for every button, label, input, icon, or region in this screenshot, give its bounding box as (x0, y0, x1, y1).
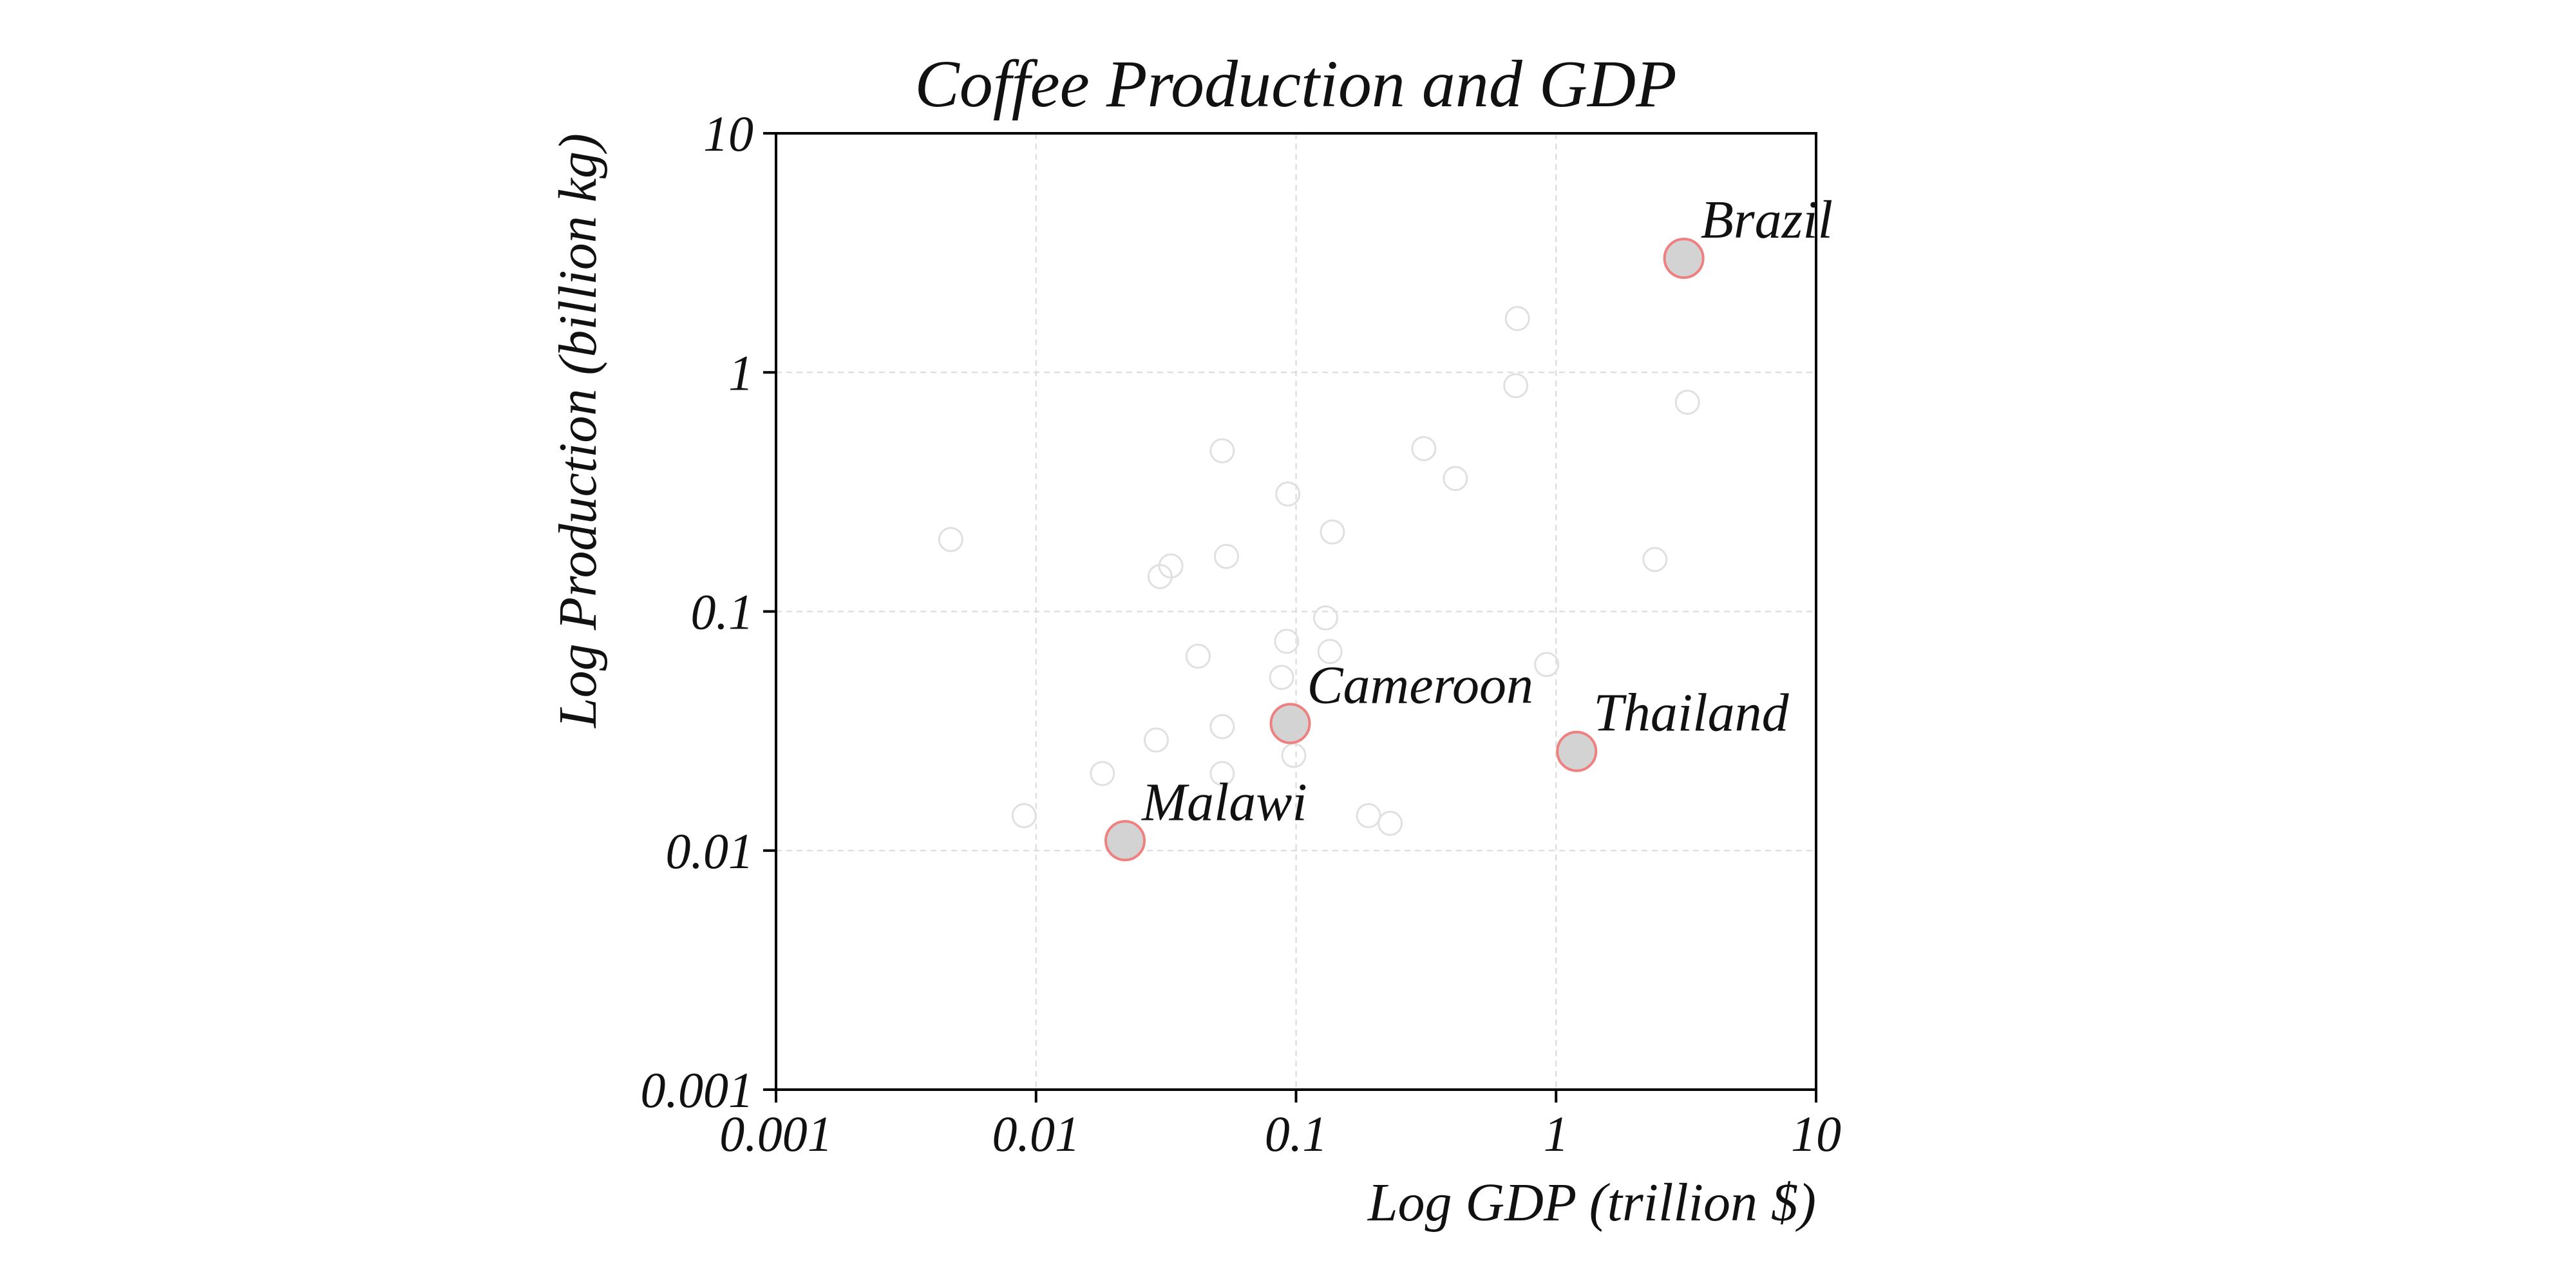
x-tick-label: 10 (1791, 1106, 1841, 1162)
background-point (1209, 714, 1235, 739)
label-thailand: Thailand (1593, 683, 1789, 743)
background-point (1504, 306, 1530, 332)
background-point (1674, 390, 1700, 415)
highlight-point-brazil (1663, 238, 1705, 279)
background-point (1274, 629, 1300, 654)
background-point (1275, 481, 1301, 507)
background-point (1281, 743, 1307, 768)
x-axis-ticks: 0.001 0.01 0.1 1 10 (719, 1090, 1841, 1162)
background-point (1378, 810, 1403, 836)
y-tick-label: 10 (703, 106, 753, 162)
background-point (1269, 665, 1294, 690)
highlight-point-malawi (1104, 820, 1146, 862)
y-tick-label: 0.01 (666, 823, 754, 879)
highlight-point-thailand (1556, 730, 1598, 772)
background-point (1503, 373, 1529, 399)
x-tick-label: 1 (1544, 1106, 1569, 1162)
x-tick-label: 0.001 (719, 1106, 833, 1162)
y-axis-ticks: 0.001 0.01 0.1 1 10 (641, 106, 776, 1118)
y-tick-label: 0.001 (641, 1062, 754, 1118)
background-point (1320, 519, 1345, 545)
y-tick-label: 1 (728, 345, 753, 401)
y-tick-label: 0.1 (691, 584, 754, 640)
background-point (1443, 466, 1468, 491)
background-points (938, 306, 1700, 836)
background-point (1209, 438, 1235, 464)
background-point (1158, 553, 1184, 579)
label-cameroon: Cameroon (1307, 655, 1534, 715)
label-brazil: Brazil (1701, 190, 1833, 250)
background-point (1090, 761, 1115, 786)
background-point (1642, 547, 1668, 573)
background-point (1313, 605, 1339, 630)
background-point (1011, 803, 1037, 828)
x-tick-label: 0.01 (992, 1106, 1081, 1162)
background-point (1411, 436, 1437, 462)
background-point (1356, 803, 1381, 828)
chart-title: Coffee Production and GDP (914, 47, 1676, 121)
x-axis-label: Log GDP (trillion $) (1367, 1173, 1816, 1233)
background-point (1534, 652, 1560, 677)
x-tick-label: 0.1 (1265, 1106, 1328, 1162)
background-point (1317, 639, 1343, 665)
grid (776, 133, 1816, 1090)
background-point (1185, 643, 1211, 669)
background-point (938, 527, 963, 553)
background-point (1143, 727, 1169, 753)
point-annotations: Brazil Cameroon Thailand Malawi (1141, 190, 1833, 832)
y-axis-label: Log Production (billion kg) (548, 133, 608, 728)
background-point (1209, 761, 1235, 786)
highlight-point-cameroon (1269, 703, 1311, 744)
highlighted-points (1104, 238, 1705, 862)
background-point (1213, 544, 1239, 569)
label-malawi: Malawi (1141, 772, 1307, 832)
